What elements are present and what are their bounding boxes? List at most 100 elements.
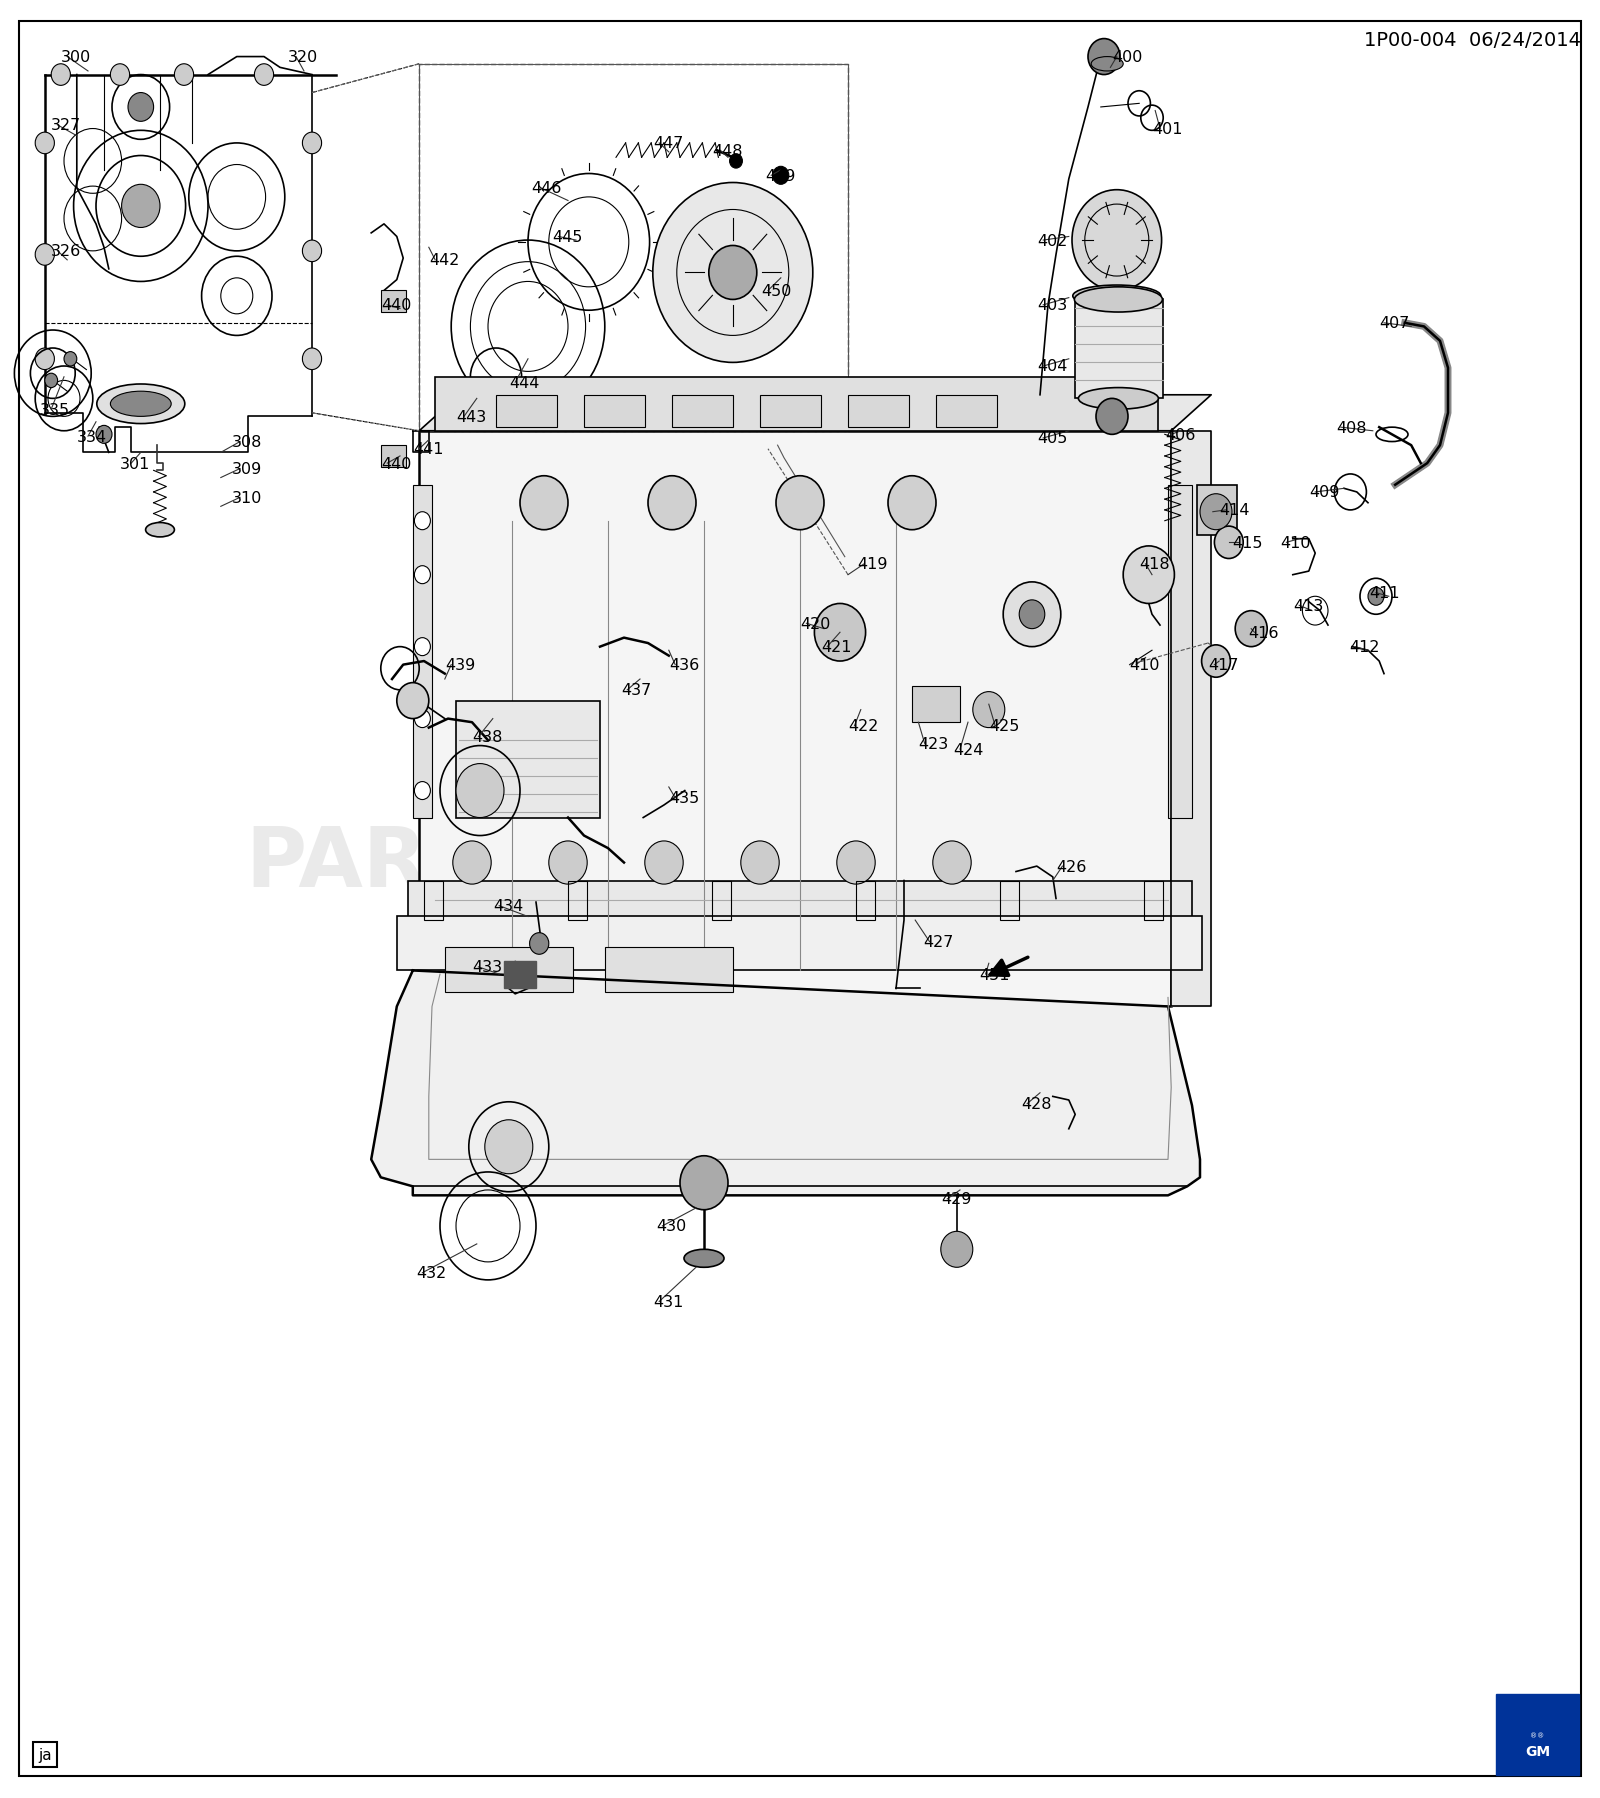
- Text: 440: 440: [381, 457, 411, 471]
- Text: 301: 301: [120, 457, 150, 471]
- Ellipse shape: [1074, 288, 1162, 313]
- Bar: [712, 881, 731, 921]
- Text: 414: 414: [1219, 503, 1250, 518]
- Text: 437: 437: [621, 683, 651, 698]
- Ellipse shape: [1078, 388, 1158, 410]
- Bar: [1075, 300, 1163, 399]
- Circle shape: [1096, 399, 1128, 435]
- Ellipse shape: [146, 523, 174, 538]
- Text: PARTSGEEK.COM: PARTSGEEK.COM: [246, 822, 1034, 904]
- Circle shape: [96, 426, 112, 444]
- Text: 1P00-004  06/24/2014: 1P00-004 06/24/2014: [1363, 31, 1581, 50]
- Text: 326: 326: [51, 245, 82, 259]
- Circle shape: [64, 352, 77, 367]
- Circle shape: [453, 841, 491, 885]
- Text: 433: 433: [472, 960, 502, 975]
- Bar: [856, 881, 875, 921]
- Circle shape: [520, 476, 568, 530]
- Text: 410: 410: [1280, 536, 1310, 550]
- Text: 438: 438: [472, 730, 502, 744]
- Text: 427: 427: [923, 935, 954, 949]
- Circle shape: [530, 933, 549, 955]
- Circle shape: [776, 476, 824, 530]
- Text: 406: 406: [1165, 428, 1195, 442]
- Circle shape: [302, 133, 322, 155]
- Text: 300: 300: [61, 50, 91, 65]
- Circle shape: [648, 476, 696, 530]
- Text: 435: 435: [669, 791, 699, 806]
- Text: 443: 443: [456, 410, 486, 424]
- Circle shape: [888, 476, 936, 530]
- Bar: [397, 917, 1202, 971]
- Text: ®®: ®®: [1531, 1733, 1544, 1739]
- Ellipse shape: [1072, 286, 1162, 307]
- Circle shape: [1088, 40, 1120, 76]
- Bar: [381, 446, 406, 467]
- Text: ja: ja: [38, 1748, 51, 1762]
- Circle shape: [302, 349, 322, 370]
- Circle shape: [51, 65, 70, 86]
- Bar: [605, 948, 733, 992]
- Circle shape: [397, 683, 429, 719]
- Circle shape: [128, 93, 154, 122]
- Text: 401: 401: [1152, 122, 1182, 137]
- Circle shape: [35, 349, 54, 370]
- Text: 417: 417: [1208, 658, 1238, 672]
- Circle shape: [1003, 583, 1061, 647]
- Text: 413: 413: [1293, 599, 1323, 613]
- Bar: [413, 485, 432, 818]
- Text: 419: 419: [858, 557, 888, 572]
- Bar: [435, 378, 1158, 432]
- Circle shape: [1214, 527, 1243, 559]
- Text: 418: 418: [1139, 557, 1170, 572]
- Text: 309: 309: [232, 462, 262, 476]
- Circle shape: [933, 841, 971, 885]
- Text: 420: 420: [800, 617, 830, 631]
- Text: 424: 424: [954, 743, 984, 757]
- Text: 442: 442: [429, 254, 459, 268]
- Text: 432: 432: [416, 1266, 446, 1280]
- Text: 428: 428: [1021, 1097, 1051, 1111]
- Bar: [1168, 485, 1192, 818]
- Bar: [760, 396, 821, 428]
- Circle shape: [1368, 588, 1384, 606]
- Bar: [912, 687, 960, 723]
- Text: 335: 335: [40, 403, 70, 417]
- Text: 407: 407: [1379, 316, 1410, 331]
- Text: 404: 404: [1037, 360, 1067, 374]
- Bar: [419, 65, 848, 432]
- Circle shape: [837, 841, 875, 885]
- Circle shape: [35, 133, 54, 155]
- Bar: [568, 881, 587, 921]
- Circle shape: [414, 638, 430, 656]
- Circle shape: [645, 841, 683, 885]
- Text: 409: 409: [1309, 485, 1339, 500]
- Circle shape: [730, 155, 742, 169]
- Text: 422: 422: [848, 719, 878, 734]
- Text: 416: 416: [1248, 626, 1278, 640]
- Circle shape: [653, 183, 813, 363]
- Circle shape: [35, 245, 54, 266]
- Ellipse shape: [685, 1250, 723, 1268]
- Text: 408: 408: [1336, 421, 1366, 435]
- Polygon shape: [1171, 432, 1211, 1007]
- Circle shape: [1200, 494, 1232, 530]
- Bar: [456, 701, 600, 818]
- Circle shape: [302, 241, 322, 263]
- Text: 308: 308: [232, 435, 262, 450]
- Text: 440: 440: [381, 298, 411, 313]
- Text: 327: 327: [51, 119, 82, 133]
- Text: 426: 426: [1056, 859, 1086, 874]
- Text: 436: 436: [669, 658, 699, 672]
- Bar: [1000, 881, 1019, 921]
- Circle shape: [1123, 547, 1174, 604]
- Bar: [424, 881, 443, 921]
- Circle shape: [549, 841, 587, 885]
- Circle shape: [814, 604, 866, 662]
- Bar: [848, 396, 909, 428]
- Bar: [936, 396, 997, 428]
- Text: 431: 431: [653, 1295, 683, 1309]
- Circle shape: [174, 65, 194, 86]
- Bar: [419, 432, 1171, 1007]
- Circle shape: [110, 65, 130, 86]
